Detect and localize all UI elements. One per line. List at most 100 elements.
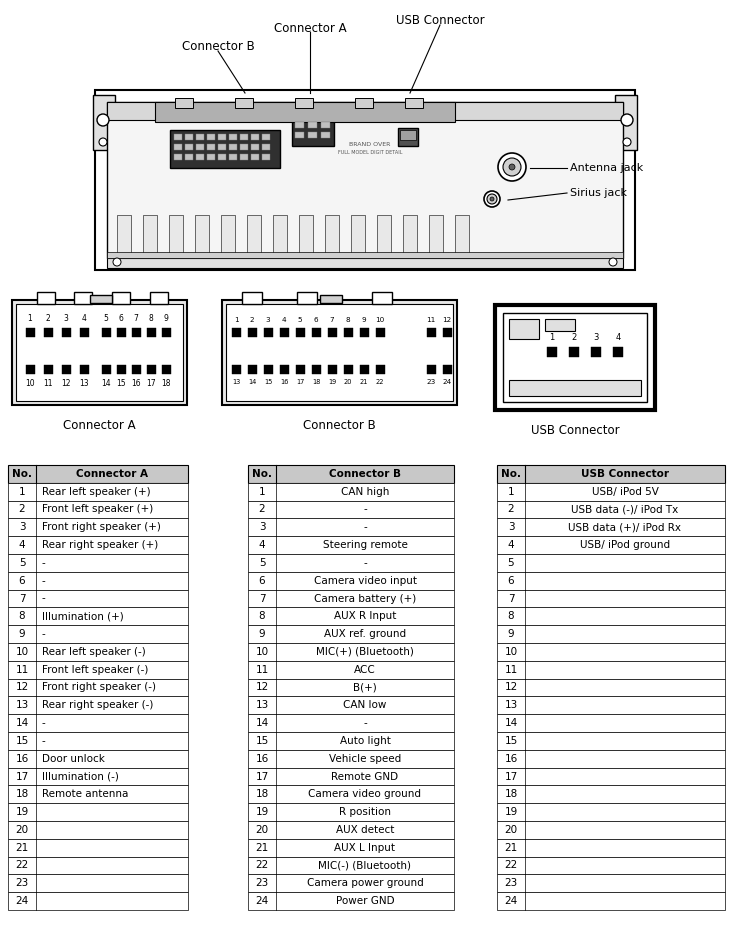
Bar <box>262 144 270 150</box>
Bar <box>443 365 452 374</box>
Bar <box>107 102 623 258</box>
Bar <box>248 714 454 732</box>
Text: Power GND: Power GND <box>335 896 394 906</box>
Text: 11: 11 <box>504 665 517 675</box>
Bar <box>248 643 454 661</box>
Bar <box>80 328 89 337</box>
Bar <box>497 500 725 518</box>
Text: USB data (+)/ iPod Rx: USB data (+)/ iPod Rx <box>569 522 681 532</box>
Text: 15: 15 <box>15 736 29 746</box>
Circle shape <box>623 138 631 146</box>
Text: -: - <box>42 558 46 568</box>
Text: ACC: ACC <box>354 665 376 675</box>
Bar <box>509 380 641 396</box>
Circle shape <box>509 164 515 170</box>
Bar <box>497 803 725 821</box>
Text: 3: 3 <box>18 522 25 532</box>
Text: 1: 1 <box>549 333 555 342</box>
Text: AUX detect: AUX detect <box>336 825 394 835</box>
Text: 1: 1 <box>18 487 25 497</box>
Bar <box>377 215 391 257</box>
Bar <box>292 118 334 146</box>
Text: 1: 1 <box>258 487 265 497</box>
Text: 2: 2 <box>258 504 265 514</box>
Circle shape <box>503 158 521 176</box>
Text: 19: 19 <box>504 807 517 817</box>
Bar <box>8 786 188 803</box>
Text: Rear left speaker (+): Rear left speaker (+) <box>42 487 150 497</box>
Text: 16: 16 <box>504 754 517 763</box>
Bar <box>8 500 188 518</box>
Bar <box>497 625 725 643</box>
Text: Rear right speaker (-): Rear right speaker (-) <box>42 700 153 710</box>
Text: -: - <box>42 576 46 585</box>
Bar <box>247 215 261 257</box>
Text: 15: 15 <box>116 379 126 388</box>
Bar <box>264 365 273 374</box>
Text: 10: 10 <box>255 647 269 657</box>
Bar <box>132 365 141 374</box>
Bar <box>8 839 188 857</box>
Bar <box>497 483 725 500</box>
Bar <box>117 328 126 337</box>
Text: 6: 6 <box>258 576 265 585</box>
Text: 10: 10 <box>25 379 34 388</box>
Bar <box>174 144 182 150</box>
Text: -: - <box>363 558 367 568</box>
Text: 22: 22 <box>504 860 517 870</box>
Text: 16: 16 <box>255 754 269 763</box>
Bar <box>497 608 725 625</box>
Circle shape <box>99 138 107 146</box>
Bar <box>497 857 725 874</box>
Circle shape <box>490 197 494 201</box>
Bar <box>8 661 188 678</box>
Bar <box>248 572 454 590</box>
Bar <box>344 365 353 374</box>
Text: 3: 3 <box>593 333 599 342</box>
Bar <box>328 365 337 374</box>
Text: 9: 9 <box>258 629 265 639</box>
Bar <box>155 102 455 122</box>
Text: 12: 12 <box>504 682 517 692</box>
Bar <box>248 732 454 750</box>
Text: USB Connector: USB Connector <box>531 424 619 437</box>
Text: Camera video ground: Camera video ground <box>308 789 421 800</box>
Circle shape <box>487 194 497 204</box>
Text: 10: 10 <box>375 317 385 323</box>
Bar <box>613 347 623 357</box>
Bar <box>8 892 188 910</box>
Bar <box>8 536 188 554</box>
Circle shape <box>621 114 633 126</box>
Text: 4: 4 <box>615 333 621 342</box>
Bar <box>497 696 725 714</box>
Text: 18: 18 <box>161 379 171 388</box>
Text: 10: 10 <box>504 647 517 657</box>
Text: No.: No. <box>12 469 32 479</box>
Bar <box>8 768 188 786</box>
Text: Front left speaker (-): Front left speaker (-) <box>42 665 148 675</box>
Bar <box>196 134 204 140</box>
Text: B(+): B(+) <box>353 682 377 692</box>
Bar <box>280 365 289 374</box>
Bar <box>218 154 226 160</box>
Bar <box>376 365 385 374</box>
Bar <box>405 98 423 108</box>
Text: Front left speaker (+): Front left speaker (+) <box>42 504 153 514</box>
Bar <box>503 313 647 402</box>
Bar <box>196 144 204 150</box>
Bar <box>229 134 237 140</box>
Text: 2: 2 <box>18 504 25 514</box>
Bar <box>240 134 248 140</box>
Text: Camera battery (+): Camera battery (+) <box>314 594 416 604</box>
Circle shape <box>97 114 109 126</box>
Bar <box>26 328 35 337</box>
Text: 5: 5 <box>508 558 515 568</box>
Bar <box>497 892 725 910</box>
Bar <box>403 215 417 257</box>
Bar <box>497 839 725 857</box>
Text: 9: 9 <box>164 314 168 323</box>
Bar <box>248 696 454 714</box>
Bar <box>497 643 725 661</box>
Text: 7: 7 <box>18 594 25 604</box>
Bar <box>248 661 454 678</box>
